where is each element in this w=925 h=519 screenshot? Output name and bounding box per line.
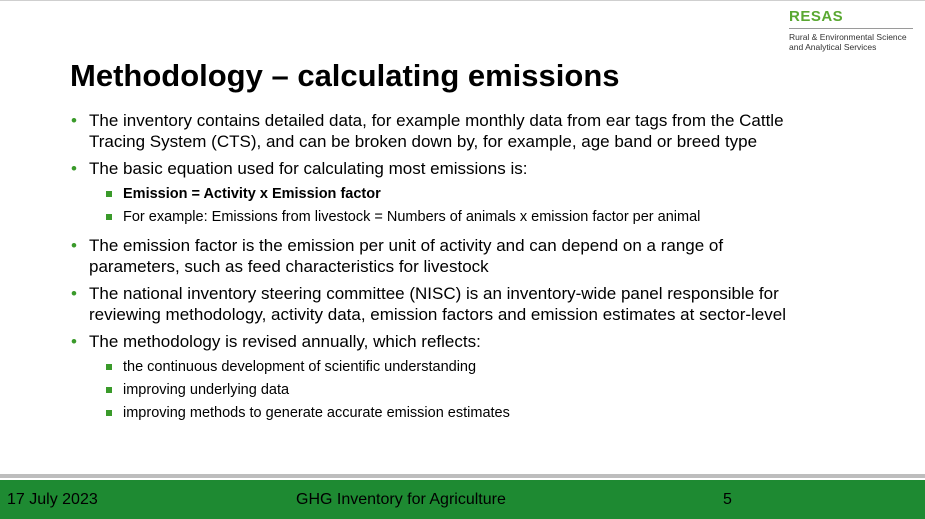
bullet-item: • The national inventory steering commit… [70, 283, 900, 325]
bullet-item: • The methodology is revised annually, w… [70, 331, 900, 352]
bullet-list: • The inventory contains detailed data, … [70, 110, 900, 427]
bullet-item: • The emission factor is the emission pe… [70, 235, 900, 277]
footer-date: 17 July 2023 [7, 491, 98, 508]
bullet-text-line: The national inventory steering committe… [89, 284, 779, 303]
sub-bullet-item: the continuous development of scientific… [70, 358, 900, 376]
bullet-text-line: parameters, such as feed characteristics… [89, 257, 489, 276]
bullet-item: • The basic equation used for calculatin… [70, 158, 900, 179]
bullet-dot-icon: • [71, 236, 77, 255]
bullet-text-line: reviewing methodology, activity data, em… [89, 305, 786, 324]
footer-divider [0, 474, 925, 478]
square-bullet-icon [106, 214, 112, 220]
slide-title: Methodology – calculating emissions [70, 58, 620, 93]
logo-subtitle-line1: Rural & Environmental Science [789, 32, 907, 42]
bullet-text-line: The methodology is revised annually, whi… [89, 332, 481, 351]
logo-subtitle: Rural & Environmental Science and Analyt… [789, 32, 919, 52]
top-divider [0, 0, 925, 1]
logo-divider [789, 28, 913, 29]
resas-logo: RESAS Rural & Environmental Science and … [789, 9, 917, 52]
square-bullet-icon [106, 191, 112, 197]
bullet-dot-icon: • [71, 284, 77, 303]
bullet-item: • The inventory contains detailed data, … [70, 110, 900, 152]
bullet-dot-icon: • [71, 111, 77, 130]
square-bullet-icon [106, 387, 112, 393]
square-bullet-icon [106, 410, 112, 416]
page-number: 5 [723, 491, 732, 508]
bullet-dot-icon: • [71, 159, 77, 178]
bullet-text-line: The basic equation used for calculating … [89, 159, 528, 178]
sub-bullet-item: For example: Emissions from livestock = … [70, 208, 900, 226]
footer-title: GHG Inventory for Agriculture [296, 491, 506, 508]
sub-bullet-text: improving underlying data [123, 382, 290, 398]
bullet-text-line: The inventory contains detailed data, fo… [89, 111, 784, 130]
sub-bullet-text: improving methods to generate accurate e… [123, 405, 510, 421]
sub-bullet-text: For example: Emissions from livestock = … [123, 209, 701, 225]
sub-bullet-text: the continuous development of scientific… [123, 359, 477, 375]
logo-title: RESAS [789, 8, 844, 25]
bullet-text-line: The emission factor is the emission per … [89, 236, 724, 255]
bullet-text-line: Tracing System (CTS), and can be broken … [89, 132, 758, 151]
footer-bar: 17 July 2023 GHG Inventory for Agricultu… [0, 480, 925, 519]
bullet-dot-icon: • [71, 332, 77, 351]
sub-bullet-item: improving methods to generate accurate e… [70, 404, 900, 422]
square-bullet-icon [106, 364, 112, 370]
sub-bullet-text: Emission = Activity x Emission factor [123, 186, 381, 202]
sub-bullet-item: Emission = Activity x Emission factor [70, 185, 900, 203]
sub-bullet-item: improving underlying data [70, 381, 900, 399]
logo-subtitle-line2: and Analytical Services [789, 42, 877, 52]
